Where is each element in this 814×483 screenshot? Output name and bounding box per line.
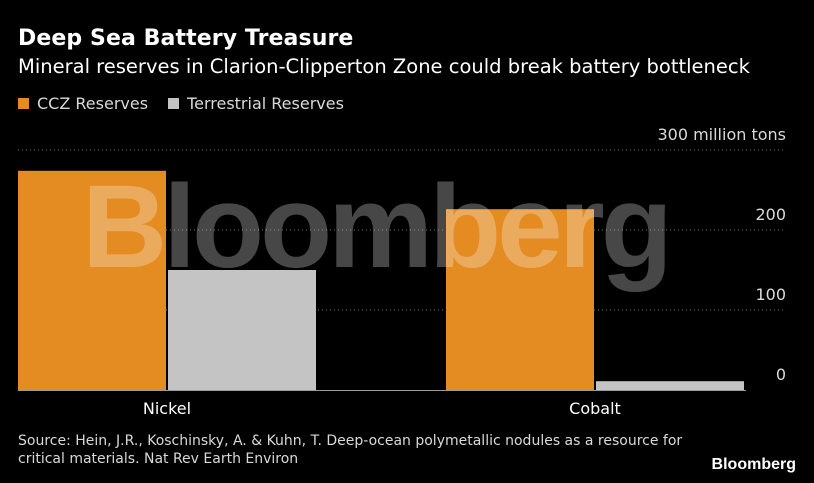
y-tick-label-100: 100 (755, 285, 786, 304)
bar-cobalt-terrestrial (596, 381, 744, 390)
chart-title: Deep Sea Battery Treasure (18, 26, 354, 51)
y-tick-label-0: 0 (776, 365, 786, 384)
bloomberg-logo: Bloomberg (711, 456, 796, 473)
bar-nickel-terrestrial (168, 270, 316, 390)
legend-label-terrestrial: Terrestrial Reserves (187, 94, 344, 113)
source-note: Source: Hein, J.R., Koschinsky, A. & Kuh… (18, 433, 683, 467)
legend-label-ccz: CCZ Reserves (37, 94, 149, 113)
bar-nickel-ccz (18, 170, 166, 390)
legend-swatch-ccz (18, 98, 29, 109)
y-tick-label-200: 200 (755, 205, 786, 224)
x-tick-label-cobalt: Cobalt (569, 399, 621, 418)
legend-swatch-terrestrial (168, 98, 180, 109)
legend: CCZ Reserves Terrestrial Reserves (18, 94, 364, 113)
y-tick-label-300: 300 million tons (657, 125, 786, 144)
legend-item-terrestrial: Terrestrial Reserves (168, 94, 344, 113)
x-tick-label-nickel: Nickel (143, 399, 191, 418)
legend-item-ccz: CCZ Reserves (18, 94, 148, 113)
chart-subtitle: Mineral reserves in Clarion-Clipperton Z… (18, 55, 750, 78)
bar-cobalt-ccz (446, 209, 594, 390)
